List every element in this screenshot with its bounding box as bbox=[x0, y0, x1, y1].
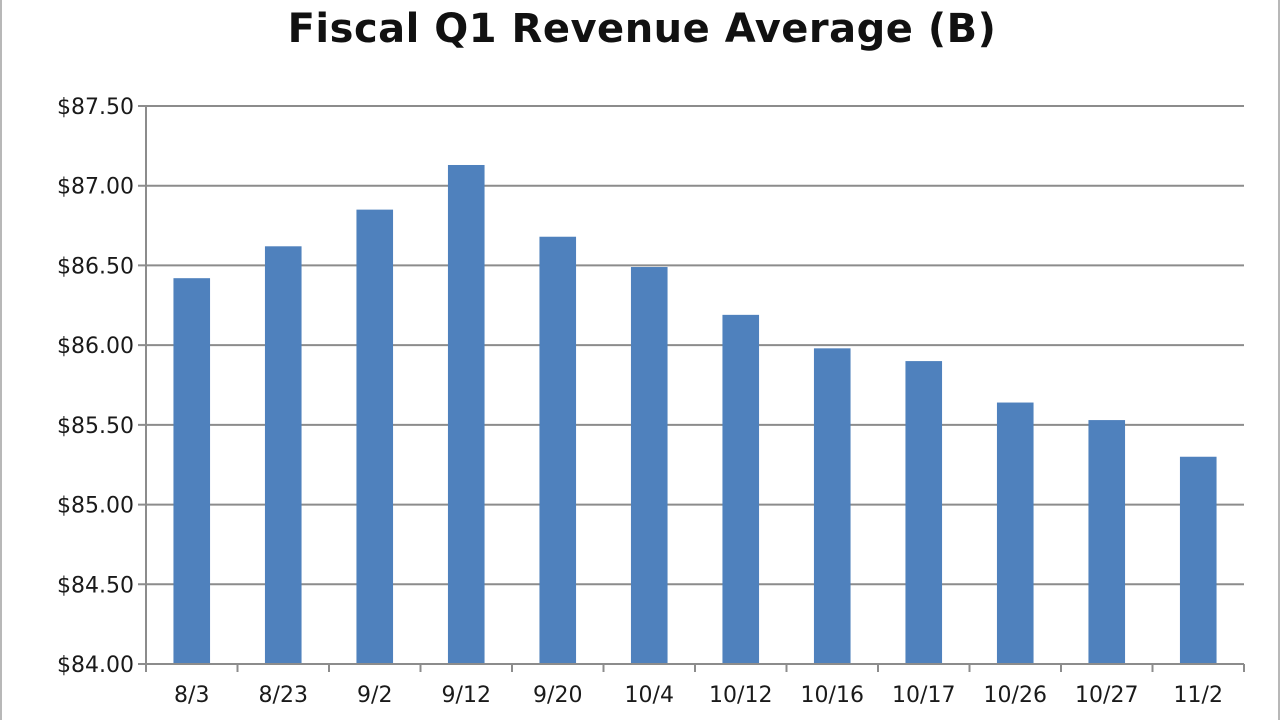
x-tick-label: 8/3 bbox=[174, 683, 209, 708]
bar-10-17 bbox=[905, 361, 943, 664]
y-tick-label: $87.00 bbox=[57, 175, 134, 200]
x-tick-label: 10/4 bbox=[625, 683, 674, 708]
axes bbox=[138, 106, 1245, 672]
bar-8-23 bbox=[264, 246, 302, 664]
bars bbox=[173, 164, 1217, 664]
y-tick-label: $84.00 bbox=[57, 653, 134, 678]
bar-10-16 bbox=[813, 348, 851, 664]
y-tick-label: $86.00 bbox=[57, 334, 134, 359]
y-tick-label: $84.50 bbox=[57, 573, 134, 598]
y-tick-labels: $84.00 $84.50 $85.00 $85.50 $86.00 $86.50 $87.… bbox=[57, 95, 134, 678]
chart-title: Fiscal Q1 Revenue Average (B) bbox=[287, 6, 997, 52]
bar-10-4 bbox=[630, 267, 668, 664]
x-tick-label: 9/20 bbox=[533, 683, 582, 708]
gridlines bbox=[138, 105, 1244, 665]
bar-8-3 bbox=[173, 278, 211, 664]
x-tick-label: 10/12 bbox=[709, 683, 772, 708]
x-tick-label: 10/17 bbox=[892, 683, 955, 708]
bar-11-2 bbox=[1179, 456, 1217, 664]
y-tick-label: $86.50 bbox=[57, 254, 134, 279]
bar-10-27 bbox=[1088, 420, 1126, 664]
x-tick-label: 10/27 bbox=[1075, 683, 1138, 708]
bar-9-20 bbox=[539, 236, 577, 664]
x-tick-label: 9/12 bbox=[442, 683, 491, 708]
x-tick-labels: 8/3 8/23 9/2 9/12 9/20 10/4 10/12 10/16 10/17 10/… bbox=[174, 683, 1223, 708]
y-tick-label: $85.00 bbox=[57, 494, 134, 519]
x-tick-label: 10/16 bbox=[801, 683, 864, 708]
bar-9-2 bbox=[356, 209, 394, 664]
x-tick-label: 10/26 bbox=[984, 683, 1047, 708]
bar-10-12 bbox=[722, 314, 760, 664]
y-tick-label: $85.50 bbox=[57, 414, 134, 439]
x-tick-label: 11/2 bbox=[1174, 683, 1223, 708]
x-tick-label: 9/2 bbox=[357, 683, 392, 708]
x-tick-label: 8/23 bbox=[259, 683, 308, 708]
bar-9-12 bbox=[447, 164, 485, 664]
y-tick-label: $87.50 bbox=[57, 95, 134, 120]
bar-10-26 bbox=[996, 402, 1034, 664]
